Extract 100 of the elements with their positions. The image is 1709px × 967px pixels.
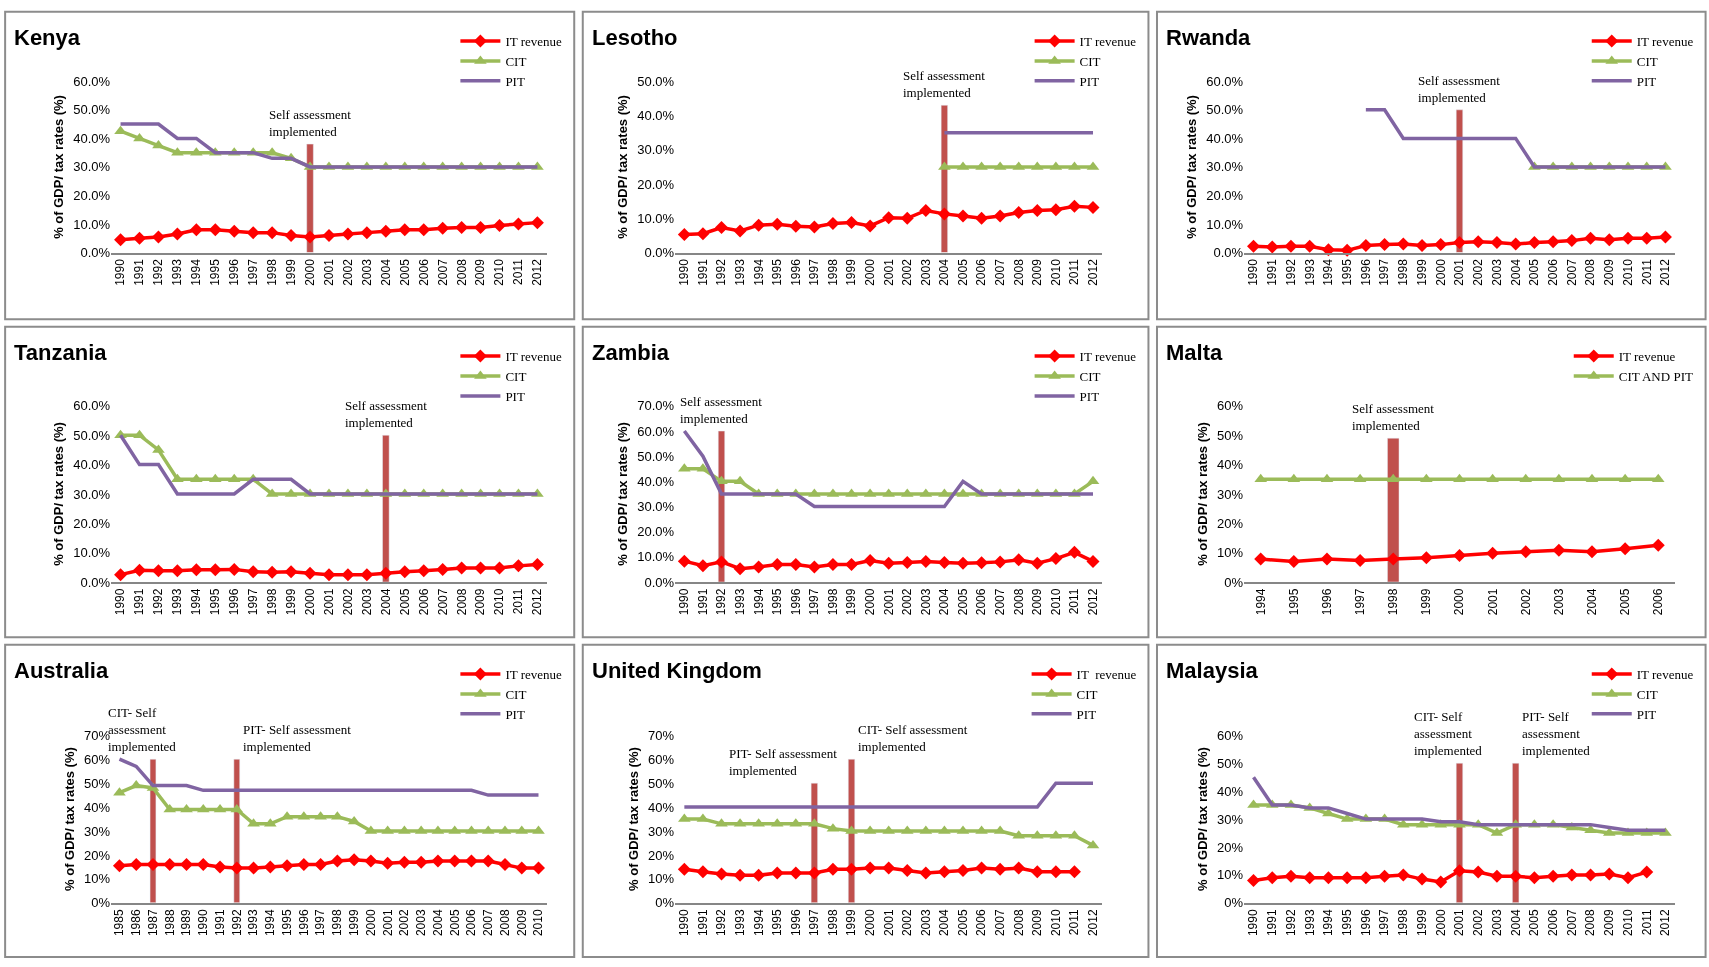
x-tick-label: 1995 [208,588,223,616]
x-tick-label: 1995 [770,909,785,937]
y-tick-label: 20% [84,847,111,863]
x-tick-label: 2001 [881,588,896,616]
x-tick-label: 1992 [151,258,166,286]
x-tick-label: 2000 [363,909,378,937]
y-tick-label: 20.0% [73,188,111,204]
x-tick-label: 1990 [677,258,692,286]
y-tick-label: 50.0% [637,73,675,89]
x-tick-label: 2008 [1583,909,1598,937]
y-tick-label: 10.0% [637,210,675,226]
x-tick-label: 2007 [993,909,1008,937]
x-tick-label: 1999 [283,258,298,286]
x-tick-label: 1995 [208,258,223,286]
y-tick-label: 20% [648,847,675,863]
x-tick-label: 1993 [170,588,185,616]
x-tick-label: 1995 [1340,909,1355,937]
x-tick-label: 1991 [1265,258,1280,286]
x-tick-label: 1998 [265,588,280,616]
legend-label: CIT AND PIT [1618,369,1693,385]
legend-label: PIT [1079,388,1100,404]
x-tick-label: 1999 [844,588,859,616]
x-tick-label: 2010 [1048,909,1063,937]
y-tick-label: 30.0% [1206,159,1244,175]
x-tick-label: 1995 [1286,588,1301,616]
x-tick-label: 1992 [1283,909,1298,937]
x-tick-label: 2000 [863,909,878,937]
x-tick-label: 2001 [321,258,336,286]
x-tick-label: 2004 [430,909,445,937]
y-tick-label: 60% [1217,727,1244,743]
x-tick-label: 1998 [825,909,840,937]
x-tick-label: 2005 [1618,588,1633,616]
x-tick-label: 2009 [473,588,488,616]
x-tick-label: 1996 [788,588,803,616]
x-tick-label: 2012 [530,258,545,286]
x-tick-label: 1997 [313,909,328,937]
x-tick-label: 2001 [321,588,336,616]
x-tick-label: 2004 [1584,588,1599,616]
y-tick-label: 40.0% [73,457,111,473]
x-tick-label: 2002 [900,588,915,616]
legend-label: IT revenue [505,349,563,365]
x-tick-label: 1993 [170,258,185,286]
x-tick-label: 1992 [1283,258,1298,286]
x-tick-label: 1991 [132,588,147,616]
y-tick-label: 10.0% [637,549,675,565]
y-tick-label: 50% [84,775,111,791]
chart-title: Australia [14,658,109,683]
x-tick-label: 1989 [179,909,194,937]
x-tick-label: 1991 [132,258,147,286]
x-tick-label: 2000 [863,258,878,286]
y-axis-title: % of GDP/ tax rates (%) [1195,422,1211,566]
x-tick-label: 1992 [714,258,729,286]
x-tick-label: 2001 [1452,909,1467,937]
chart-title: Malta [1166,340,1223,365]
y-tick-label: 40.0% [1206,130,1244,146]
x-tick-label: 1997 [1353,588,1367,616]
legend-label: PIT [1636,73,1657,89]
x-tick-label: 2005 [1527,258,1542,286]
x-tick-label: 1994 [1321,258,1336,286]
x-tick-label: 1998 [1386,588,1401,616]
x-tick-label: 2006 [1546,909,1561,937]
x-tick-label: 1993 [732,909,747,937]
y-tick-label: 60.0% [73,73,111,89]
chart-title: Tanzania [14,340,108,365]
x-tick-label: 1995 [770,258,785,286]
x-tick-label: 1998 [330,909,345,937]
x-tick-label: 1999 [1419,588,1434,616]
x-tick-label: 1994 [189,258,204,286]
legend-label: IT revenue [1618,349,1676,365]
x-tick-label: 2002 [1471,258,1486,286]
x-tick-label: 2004 [1508,909,1523,937]
x-tick-label: 2003 [359,588,374,616]
y-axis-title: % of GDP/ tax rates (%) [615,95,631,239]
x-tick-label: 1996 [227,258,242,286]
legend-label: IT revenue [1079,34,1137,50]
y-tick-label: 0.0% [1213,245,1244,261]
x-tick-label: 2001 [881,909,896,937]
x-tick-label: 1998 [825,588,840,616]
y-tick-label: 10.0% [1206,216,1244,232]
x-tick-label: 1999 [844,909,859,937]
x-tick-label: 2005 [955,258,970,286]
legend-label: CIT [505,53,527,69]
x-tick-label: 2008 [1011,258,1026,286]
y-tick-label: 40.0% [637,108,675,124]
legend-label: PIT [505,388,525,404]
y-tick-label: 0% [1224,574,1244,590]
x-tick-label: 1999 [347,909,362,937]
y-tick-label: 50% [648,775,675,791]
x-tick-label: 1991 [695,909,710,937]
chart-title: Kenya [14,25,81,50]
x-tick-label: 2008 [1011,909,1026,937]
x-tick-label: 1997 [1377,909,1392,937]
x-tick-label: 1996 [1358,258,1373,286]
x-tick-label: 1986 [129,909,144,937]
x-tick-label: 1997 [807,588,822,616]
annotation: Self assessment implemented [903,68,986,100]
x-tick-label: 2011 [1067,909,1082,936]
y-axis-title: % of GDP/ tax rates (%) [625,747,641,891]
legend-label: CIT [1079,53,1101,69]
chart-title: Lesotho [592,25,678,50]
